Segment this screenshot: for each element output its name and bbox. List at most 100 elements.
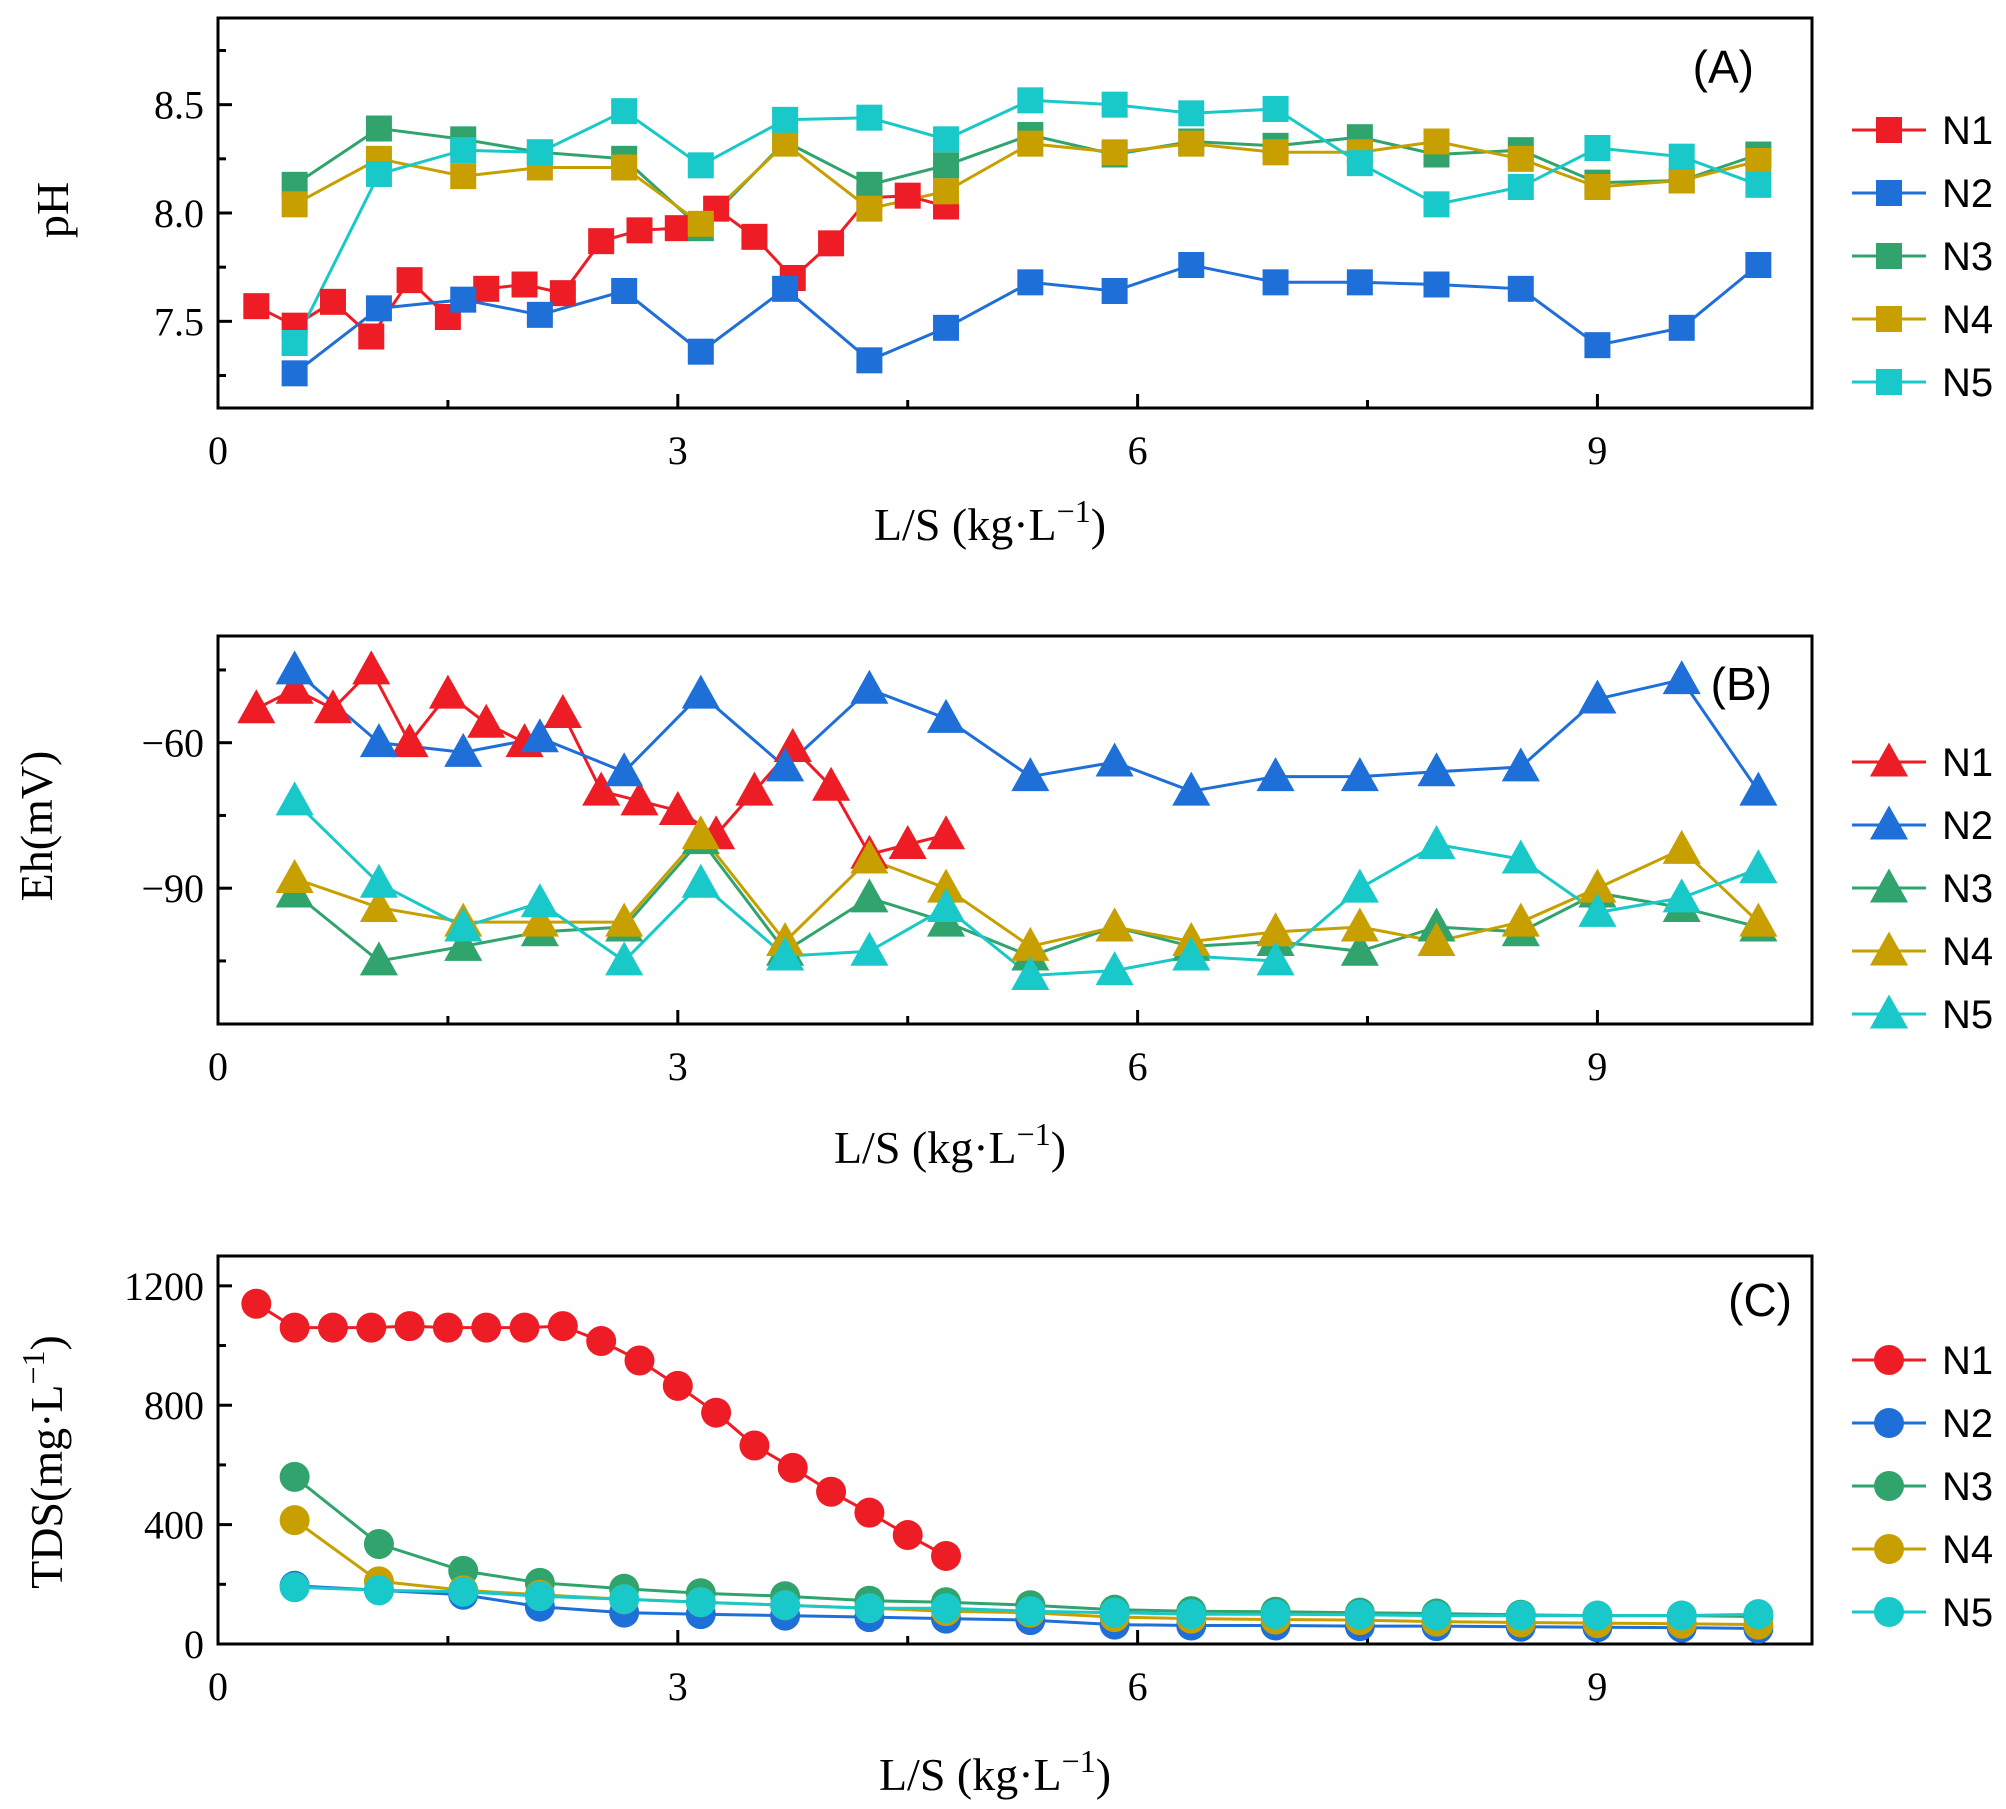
panel-a-n2-point bbox=[1584, 332, 1611, 359]
panel-b-n1-point bbox=[582, 771, 621, 806]
panel-a-n4-point bbox=[933, 178, 960, 205]
panel-a-n5-point bbox=[1017, 87, 1044, 114]
panel-a-n5-point bbox=[1346, 150, 1373, 177]
panel-a-n1-point bbox=[741, 223, 768, 250]
panel-b-n5-point bbox=[275, 781, 314, 816]
panel-b-n2-point bbox=[766, 747, 805, 782]
panel-b-n1-point bbox=[428, 674, 467, 709]
panel-b-legend-n1-marker bbox=[1869, 742, 1909, 777]
panel-a-n4-point bbox=[1423, 128, 1450, 155]
panel-c-n1-point bbox=[432, 1312, 463, 1343]
panel-a-n5-point bbox=[611, 98, 638, 125]
panel-b-n5-point bbox=[1578, 892, 1617, 927]
panel-c-legend-n4-label: N4 bbox=[1942, 1528, 1993, 1572]
panel-a-n4-point bbox=[772, 130, 799, 157]
panel-c-legend-n5-marker bbox=[1874, 1597, 1904, 1627]
panel-b-n2-point bbox=[359, 723, 398, 758]
panel-b-n3-point bbox=[850, 878, 889, 913]
panel-c-n5-point bbox=[609, 1584, 640, 1615]
panel-a-n5-point bbox=[933, 126, 960, 153]
panel-c-n1-point bbox=[471, 1312, 502, 1343]
panel-a-legend-n1-marker bbox=[1876, 117, 1902, 143]
panel-b-legend-n4-label: N4 bbox=[1942, 930, 1993, 974]
panel-c-legend-n5-label: N5 bbox=[1942, 1591, 1993, 1635]
panel-a-n2-point bbox=[687, 338, 714, 365]
panel-a-legend-n5-label: N5 bbox=[1942, 361, 1993, 405]
panel-c-y-tick-label: 800 bbox=[144, 1383, 204, 1428]
panel-a-n2-point bbox=[856, 347, 883, 374]
panel-a-n2-point bbox=[1017, 269, 1044, 296]
panel-a-n1-point bbox=[818, 230, 845, 257]
panel-b-n5-point bbox=[1340, 868, 1379, 903]
panel-b-n4-point bbox=[275, 858, 314, 893]
panel-a-legend-n3-label: N3 bbox=[1942, 235, 1993, 279]
panel-c-n1-point bbox=[892, 1520, 923, 1551]
panel-a-n5-point bbox=[1101, 91, 1128, 118]
panel-a-n5-point bbox=[526, 139, 553, 166]
panel-b: 0 3 6 9−60−90 (B) Eh(mV) L/S (kg·L−1) N1N2N… bbox=[11, 634, 1993, 1173]
panel-c-plot-area: 0 3 6 9 0 400 800 1200 bbox=[124, 1254, 1814, 1709]
panel-a-legend-n5-marker bbox=[1876, 369, 1902, 395]
panel-c-n5-point bbox=[854, 1593, 885, 1624]
panel-b-n5-point bbox=[850, 931, 889, 966]
panel-a-y-tick-label: 8.0 bbox=[154, 191, 204, 236]
panel-b-n1-point bbox=[352, 650, 391, 685]
panel-c-n5-point bbox=[1015, 1596, 1046, 1627]
panel-a-n5-point bbox=[1668, 143, 1695, 170]
panel-b-series-n4-line bbox=[294, 832, 1760, 949]
panel-a-n2-point bbox=[365, 295, 392, 322]
panel-c-x-tick-label: 0 bbox=[208, 1664, 228, 1709]
panel-b-n1-point bbox=[888, 825, 927, 859]
panel-a-n4-point bbox=[1745, 148, 1772, 174]
panel-a-n4-point bbox=[611, 154, 638, 181]
panel-a-x-axis-title: L/S (kg·L−1) bbox=[874, 493, 1106, 550]
panel-a-n4-point bbox=[1584, 174, 1611, 200]
panel-a-n2-point bbox=[526, 301, 553, 328]
panel-b-n4-point bbox=[1256, 912, 1295, 947]
panel-c-n5-point bbox=[524, 1581, 555, 1612]
panel-a-n4-point bbox=[1668, 167, 1695, 194]
panel-a-n5-point bbox=[1178, 100, 1205, 127]
panel-c-x-tick-label: 6 bbox=[1128, 1664, 1148, 1709]
panel-c-n5-point bbox=[1344, 1599, 1375, 1630]
panel-c-n1-point bbox=[356, 1312, 387, 1343]
panel-b-n5-point bbox=[1501, 839, 1540, 874]
panel-a-n1-point bbox=[396, 267, 423, 294]
panel-a-n2-point bbox=[281, 360, 308, 387]
panel-b-n1-point bbox=[812, 766, 851, 801]
panel-a-n1-point bbox=[473, 275, 500, 302]
panel-b-n4-point bbox=[1662, 829, 1701, 864]
panel-c-n5-point bbox=[1582, 1600, 1613, 1631]
panel-b-n2-point bbox=[1256, 757, 1295, 792]
panel-c-y-axis-title: TDS(mg·L−1) bbox=[15, 1335, 72, 1589]
panel-a-n4-point bbox=[1017, 130, 1044, 157]
panel-b-y-tick-label: −60 bbox=[141, 721, 204, 766]
panel-b-n4-point bbox=[1340, 907, 1379, 942]
panel-c-n3-point bbox=[363, 1529, 394, 1560]
panel-a-n5-point bbox=[687, 152, 714, 179]
panel-a-n2-point bbox=[1507, 275, 1534, 302]
panel-b-legend-n3-marker bbox=[1869, 868, 1909, 903]
panel-b-n5-point bbox=[1256, 941, 1295, 976]
panel-a-n2-point bbox=[1423, 271, 1450, 298]
panel-a-n5-point bbox=[1507, 174, 1534, 200]
panel-b-x-axis-title: L/S (kg·L−1) bbox=[834, 1116, 1066, 1173]
panel-a-x-tick-label: 9 bbox=[1587, 428, 1607, 473]
panel-b-n4-point bbox=[850, 839, 889, 874]
panel-c-x-tick-label: 9 bbox=[1587, 1664, 1607, 1709]
panel-c-y-tick-label: 0 bbox=[184, 1622, 204, 1667]
panel-b-legend-n2-marker bbox=[1869, 805, 1909, 840]
panel-a-legend-n1-label: N1 bbox=[1942, 109, 1993, 153]
panel-a-x-tick-label: 0 bbox=[208, 428, 228, 473]
panel-b-x-tick-label: 9 bbox=[1587, 1044, 1607, 1089]
panel-b-n1-point bbox=[620, 781, 659, 816]
panel-b-legend-n5-marker bbox=[1869, 994, 1909, 1029]
panel-a-n2-point bbox=[933, 314, 960, 341]
panel-c-n5-point bbox=[363, 1575, 394, 1606]
panel-a-x-tick-label: 6 bbox=[1128, 428, 1148, 473]
panel-a-x-tick-label: 3 bbox=[668, 428, 688, 473]
panel-b-n2-point bbox=[1739, 771, 1778, 806]
panel-a-n2-point bbox=[1346, 269, 1373, 296]
panel-a-n1-point bbox=[549, 280, 576, 307]
